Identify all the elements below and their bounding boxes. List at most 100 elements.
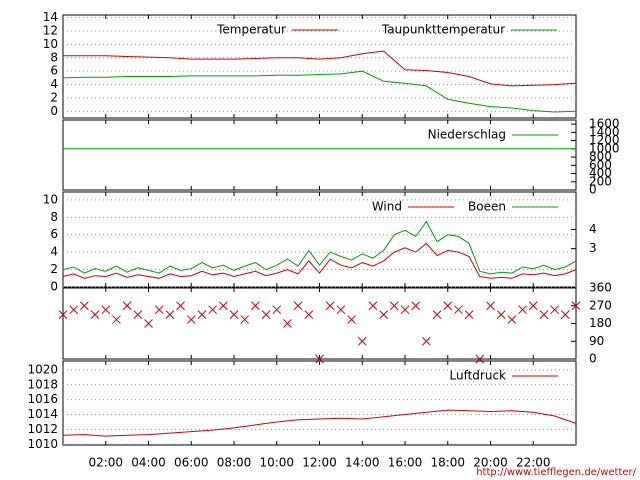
y-tick-label: 2 [50,262,58,276]
y-tick-label: 1020 [27,362,58,376]
direction-point [571,301,581,311]
direction-point [560,310,570,319]
y2-tick-label: 800 [589,150,612,164]
y2-tick-label: 270 [589,298,612,312]
direction-point [357,336,367,346]
y-tick-label: 2 [50,90,58,104]
direction-point [432,310,442,319]
direction-point [304,310,314,319]
direction-point [80,301,89,311]
direction-point [122,301,132,311]
direction-point [389,301,399,311]
x-tick-label: 10:00 [259,456,294,470]
y-tick-label: 1016 [27,392,58,406]
direction-point [261,310,271,319]
legend-label: Niederschlag [428,128,506,142]
y-tick-label: 4 [50,245,58,259]
y2-tick-label: 1600 [589,117,620,131]
y2-tick-label: 90 [589,334,604,348]
y2-tick-label: 200 [589,174,612,188]
y2-tick-label: 0 [589,183,597,197]
direction-point [496,310,506,319]
direction-point [518,305,527,315]
series-line [62,242,577,279]
x-tick-label: 04:00 [131,456,166,470]
legend-label: Taupunkttemperatur [381,23,505,37]
y-tick-label: 10 [43,37,58,51]
direction-point [208,305,217,315]
series-line [63,50,577,87]
source-url: http://www.tiefflegen.de/wetter/ [476,467,636,478]
x-tick-label: 22:00 [516,456,551,470]
direction-point [400,305,410,315]
direction-point [347,315,356,324]
direction-point [165,310,175,319]
y2-tick-label: 0 [589,352,597,366]
y-tick-label: 1018 [27,377,58,391]
y-tick-label: 1014 [27,407,58,421]
y2-tick-label: 600 [589,158,612,172]
y-tick-label: 1010 [27,437,58,451]
y2-tick-label: 180 [589,316,612,330]
direction-point [251,301,260,311]
direction-point [176,301,185,311]
x-tick-label: 02:00 [88,456,123,470]
direction-point [240,315,250,324]
x-tick-label: 06:00 [174,456,209,470]
direction-point [550,305,559,315]
direction-point [197,310,207,319]
direction-point [379,310,388,319]
direction-point [528,301,538,311]
direction-point [229,310,239,319]
y-tick-label: 10 [43,192,58,206]
direction-point [507,315,517,324]
direction-point [218,301,228,311]
y2-tick-label: 1400 [589,125,620,139]
legend-label: Boeen [468,200,506,214]
direction-point [454,305,463,315]
y2-tick-label: 360 [589,281,612,295]
y-tick-label: 6 [50,227,58,241]
direction-point [272,305,282,315]
legend-label: Luftdruck [449,369,506,383]
y2-tick-label: 1000 [589,141,620,155]
direction-point [154,305,164,315]
y2-tick-label: 400 [589,166,612,180]
direction-point [486,301,495,311]
direction-point [144,319,153,328]
direction-point [133,310,143,319]
direction-point [336,305,346,315]
y-tick-label: 12 [43,24,58,38]
direction-point [475,354,485,364]
direction-point [186,315,196,324]
direction-point [283,319,292,328]
direction-point [101,305,111,315]
panel-frame [62,287,577,360]
series-line [62,70,577,113]
x-tick-label: 20:00 [473,456,508,470]
series-line [62,220,577,275]
direction-point [325,301,335,311]
x-tick-label: 14:00 [345,456,380,470]
legend-label: Temperatur [216,23,286,37]
direction-point [464,310,474,319]
x-tick-label: 16:00 [388,456,423,470]
y2-tick-label: 4 [589,222,597,236]
y2-tick-label: 3 [589,241,597,255]
direction-point [443,301,453,311]
y-tick-label: 0 [50,280,58,294]
direction-point [411,301,421,311]
direction-point [422,336,431,346]
y-tick-label: 1012 [27,422,58,436]
y-tick-label: 8 [50,210,58,224]
direction-point [112,315,121,324]
legend-label: Wind [372,200,402,214]
y-tick-label: 4 [50,77,58,91]
direction-point [58,310,68,319]
series-line [62,409,577,437]
y-tick-label: 6 [50,64,58,78]
y-tick-label: 8 [50,50,58,64]
x-tick-label: 18:00 [430,456,465,470]
direction-point [539,310,549,319]
